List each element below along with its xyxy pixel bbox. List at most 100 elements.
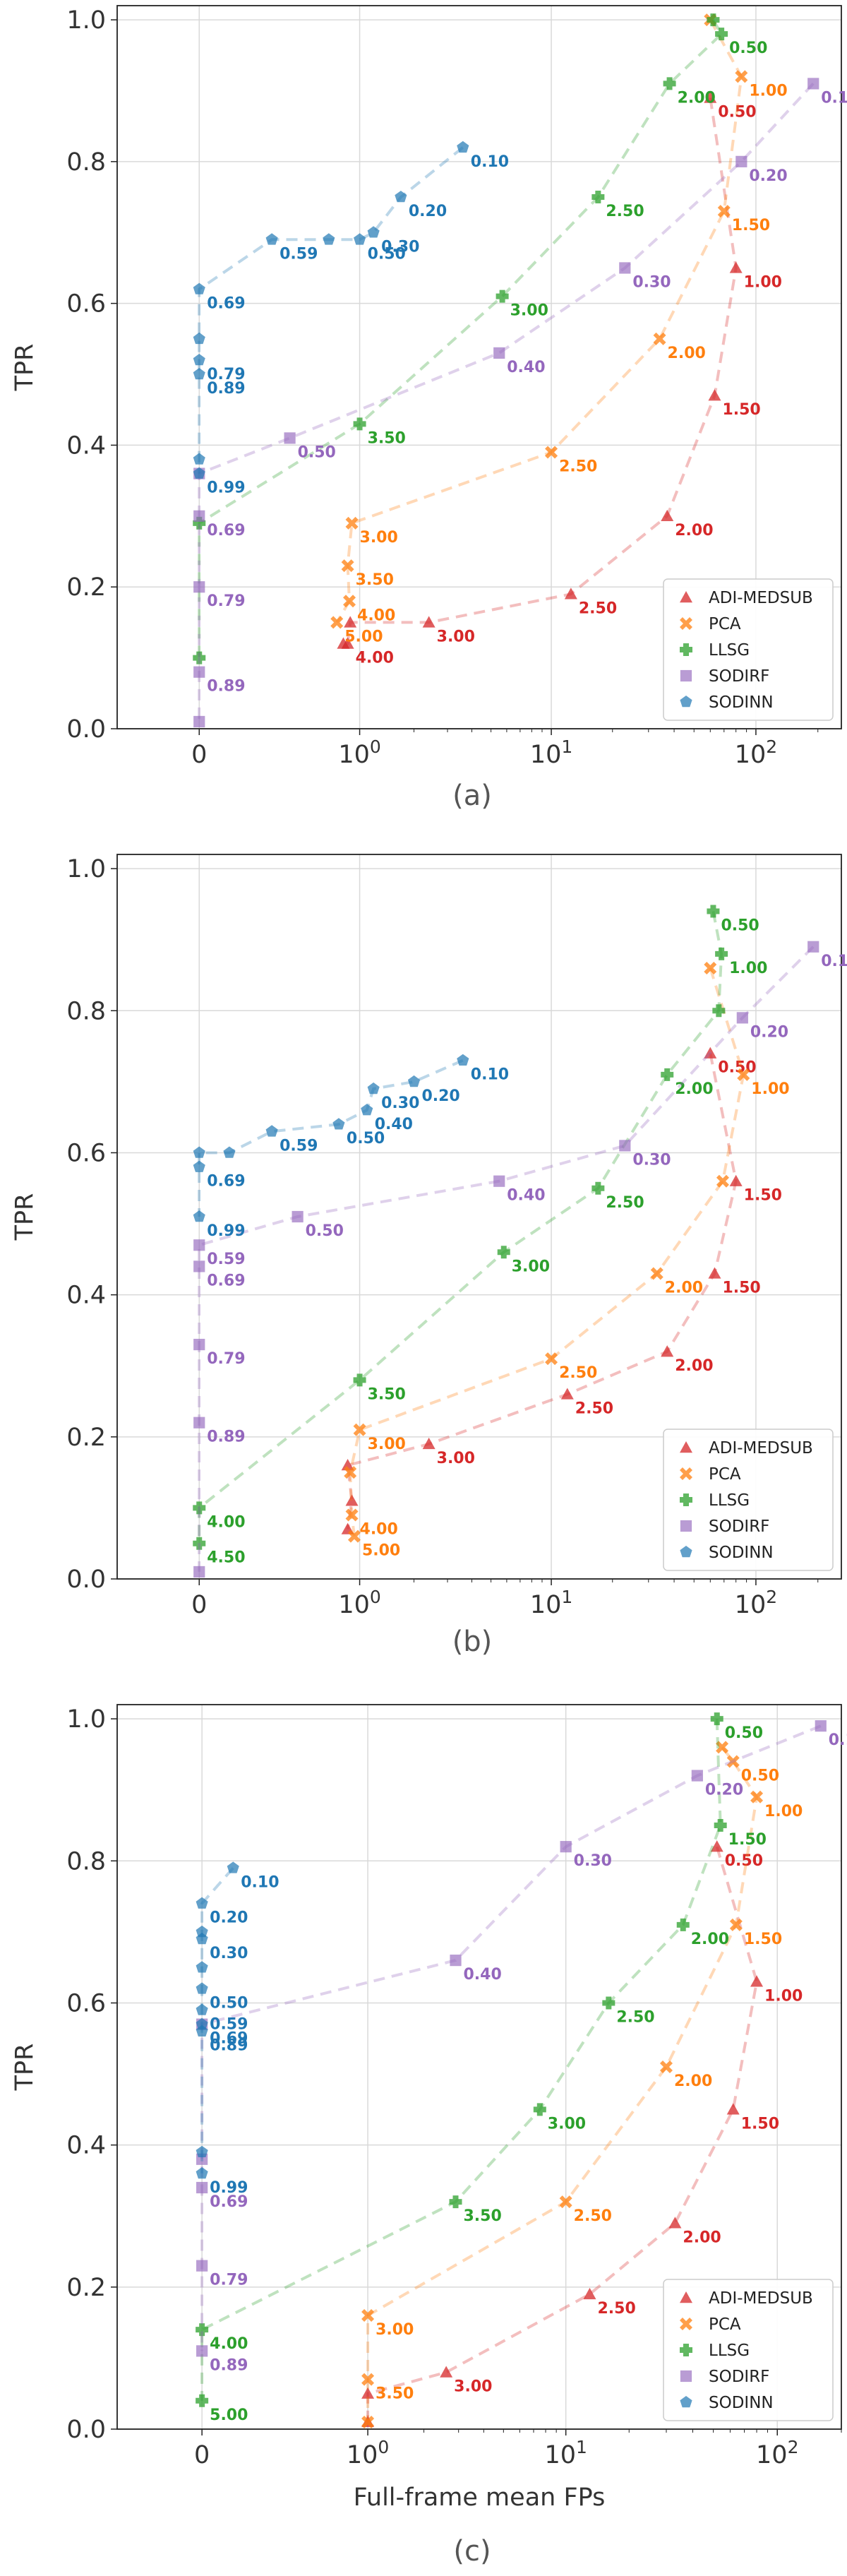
data-point xyxy=(729,261,743,273)
data-point xyxy=(495,290,509,303)
data-point xyxy=(193,467,205,479)
data-point xyxy=(714,1819,727,1832)
x-tick-label: 100 xyxy=(347,2437,389,2469)
data-point xyxy=(707,905,720,918)
data-point xyxy=(196,2394,209,2407)
legend-box xyxy=(663,578,834,721)
data-point xyxy=(193,651,206,664)
data-point xyxy=(708,1267,721,1279)
data-point xyxy=(659,2061,673,2073)
legend-entry-adi-medsub: ADI-MEDSUB xyxy=(709,1439,813,1457)
series-line-llsg xyxy=(198,19,723,658)
data-point xyxy=(367,226,380,238)
data-point xyxy=(361,2387,375,2399)
data-point xyxy=(560,1841,572,1853)
data-point xyxy=(726,1755,740,1768)
point-label: 0.30 xyxy=(381,238,419,256)
data-point xyxy=(193,1146,205,1158)
data-point xyxy=(560,1388,574,1400)
data-point xyxy=(193,332,205,345)
y-axis-label: TPR xyxy=(11,1193,39,1241)
data-point xyxy=(707,13,720,27)
point-label: 2.00 xyxy=(675,1080,713,1098)
point-label: 1.00 xyxy=(764,1987,803,2005)
x-tick-label: 102 xyxy=(756,2437,798,2469)
y-tick-label: 1.0 xyxy=(66,855,106,883)
point-label: 1.50 xyxy=(744,1931,782,1948)
data-point xyxy=(815,1720,827,1732)
data-point xyxy=(227,1861,239,1873)
point-label: 0.20 xyxy=(409,203,447,220)
data-point xyxy=(704,961,717,974)
point-label: 3.50 xyxy=(368,1385,406,1403)
data-point xyxy=(361,2415,375,2428)
point-label: 3.50 xyxy=(368,429,406,447)
y-tick-label: 0.8 xyxy=(66,1847,106,1876)
point-label: 3.50 xyxy=(464,2207,502,2225)
series-sodirf: 0.100.200.300.400.500.590.690.790.89 xyxy=(193,941,847,1578)
series-pca: 0.50 1.00 1.50 2.00 2.50 3.00 3.50 xyxy=(361,1741,803,2428)
point-label: 0.79 xyxy=(207,592,245,610)
series-line-sodinn xyxy=(198,1059,464,1217)
data-point xyxy=(395,191,407,203)
data-point xyxy=(497,1246,510,1259)
data-point xyxy=(337,637,350,649)
data-point xyxy=(284,432,296,444)
y-tick-label: 0.4 xyxy=(66,1282,106,1310)
legend-entry-llsg: LLSG xyxy=(709,2342,750,2360)
data-point xyxy=(653,332,666,345)
point-label: 0.10 xyxy=(821,953,847,970)
point-label: 2.00 xyxy=(674,2073,712,2090)
data-point xyxy=(407,1075,420,1087)
data-point xyxy=(345,1508,359,1522)
series-adi-medsub: 0.50 1.50 1.50 2.00 2.50 3.00 xyxy=(341,1046,782,1534)
point-label: 1.50 xyxy=(722,401,760,419)
point-label: 5.00 xyxy=(210,2407,248,2424)
legend-entry-sodinn: SODINN xyxy=(709,693,774,712)
point-label: 0.30 xyxy=(210,1945,248,1962)
data-point xyxy=(193,1260,205,1272)
panel-label: (c) xyxy=(453,2535,491,2568)
point-label: 0.50 xyxy=(729,40,767,57)
data-point xyxy=(619,1140,631,1152)
point-label: 3.50 xyxy=(356,571,394,589)
point-label: 3.00 xyxy=(376,2321,414,2339)
y-tick-label: 0.8 xyxy=(66,148,106,177)
point-label: 2.00 xyxy=(668,345,706,362)
legend-entry-llsg: LLSG xyxy=(709,1491,750,1510)
point-label: 5.00 xyxy=(344,628,383,645)
data-point xyxy=(715,28,728,41)
data-point xyxy=(196,1982,208,1994)
x-tick-label: 100 xyxy=(338,737,380,769)
legend-marker-adi-medsub xyxy=(680,591,692,603)
legend-marker-pca xyxy=(680,617,692,630)
legend-entry-pca: PCA xyxy=(709,615,741,633)
data-point xyxy=(661,509,674,522)
point-label: 0.20 xyxy=(421,1087,459,1105)
legend-box xyxy=(663,2279,834,2421)
data-point xyxy=(716,1174,729,1188)
panel-label: (a) xyxy=(452,780,492,812)
data-point xyxy=(712,1004,726,1018)
legend-marker-llsg xyxy=(680,1493,692,1506)
point-label: 0.59 xyxy=(280,1137,318,1155)
point-label: 0.79 xyxy=(207,1350,245,1368)
point-label: 0.69 xyxy=(210,2193,248,2211)
data-point xyxy=(457,141,469,153)
data-point xyxy=(196,2345,208,2357)
y-tick-label: 0.0 xyxy=(66,1566,106,1594)
point-label: 4.00 xyxy=(356,650,394,667)
point-label: 0.69 xyxy=(207,295,245,313)
point-label: 1.00 xyxy=(764,1803,803,1820)
data-point xyxy=(341,559,354,573)
y-tick-label: 0.0 xyxy=(66,715,106,744)
legend: ADI-MEDSUB PCA LLSG SODIRF SODINN xyxy=(663,1429,834,1571)
point-label: 0.50 xyxy=(721,917,759,934)
data-point xyxy=(710,1840,723,1852)
data-point xyxy=(493,1175,505,1187)
data-point xyxy=(193,1537,206,1550)
point-label: 3.00 xyxy=(454,2378,492,2396)
data-point xyxy=(193,516,206,530)
point-label: 0.50 xyxy=(347,1130,385,1147)
y-tick-label: 0.0 xyxy=(66,2416,106,2444)
